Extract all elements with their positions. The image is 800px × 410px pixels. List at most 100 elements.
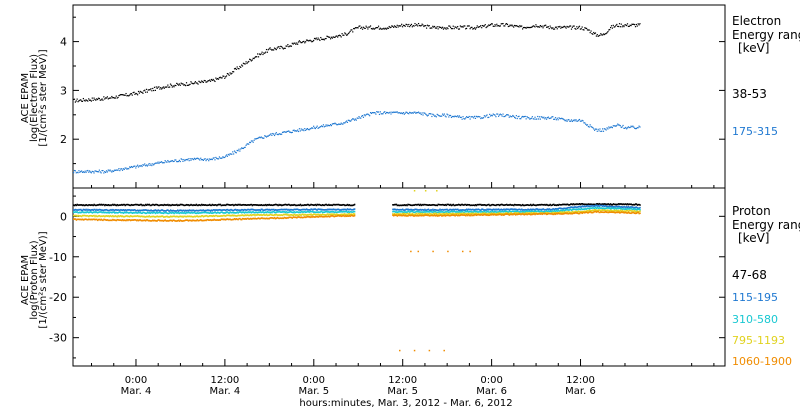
data-point-proton-310-580: [617, 207, 619, 210]
data-point-proton-795-1193: [398, 213, 400, 215]
data-point-electron-175-315: [325, 124, 327, 126]
data-point-proton-310-580: [330, 210, 333, 213]
data-point-electron-38-53: [604, 33, 606, 35]
data-point-electron-38-53: [134, 93, 136, 95]
data-point-proton-47-68: [134, 203, 136, 206]
data-point-proton-310-580: [439, 211, 441, 213]
data-point-proton-115-195: [552, 208, 554, 210]
data-point-electron-175-315: [331, 123, 333, 125]
data-point-electron-38-53: [294, 42, 296, 44]
data-point-electron-38-53: [191, 82, 193, 84]
data-point-electron-175-315: [562, 118, 565, 120]
data-point-proton-310-580: [333, 211, 335, 214]
data-point-electron-38-53: [343, 34, 345, 36]
data-point-proton-1060-1900: [434, 215, 437, 217]
data-point-proton-1060-1900: [200, 218, 202, 221]
data-point-proton-47-68: [513, 203, 516, 206]
data-point-proton-47-68: [271, 204, 273, 207]
data-point-electron-38-53: [473, 27, 475, 30]
data-point-electron-38-53: [299, 41, 301, 43]
data-point-proton-47-68: [621, 203, 623, 206]
data-point-proton-1060-1900: [313, 216, 315, 218]
data-point-proton-1060-1900: [444, 215, 447, 217]
data-point-electron-38-53: [497, 25, 499, 27]
data-point-proton-47-68: [296, 204, 298, 207]
data-point-electron-38-53: [363, 27, 365, 29]
data-point-proton-310-580: [577, 208, 579, 211]
data-point-electron-175-315: [91, 170, 93, 173]
data-point-proton-47-68: [581, 202, 583, 205]
data-point-electron-175-315: [544, 118, 546, 120]
data-point-electron-38-53: [554, 26, 557, 28]
data-point-proton-310-580: [543, 210, 545, 213]
data-point-proton-47-68: [598, 202, 600, 205]
data-point-proton-47-68: [285, 203, 287, 206]
data-point-electron-175-315: [280, 133, 282, 136]
data-point-proton-795-1193: [248, 214, 250, 217]
data-point-proton-1060-1900: [301, 216, 303, 219]
data-point-proton-115-195: [196, 209, 198, 212]
data-point-electron-175-315: [228, 154, 230, 156]
data-point-proton-1060-1900: [236, 218, 238, 221]
data-point-electron-175-315: [112, 170, 114, 172]
data-point-proton-310-580: [401, 211, 404, 213]
data-point-proton-115-195: [157, 209, 159, 211]
data-point-proton-1060-1900: [331, 215, 334, 217]
data-point-proton-795-1193: [174, 215, 176, 218]
data-point-proton-310-580: [466, 210, 469, 213]
data-point-electron-175-315: [289, 131, 291, 133]
data-point-electron-38-53: [200, 81, 202, 84]
data-point-proton-115-195: [533, 208, 535, 211]
data-point-electron-38-53: [417, 22, 420, 25]
data-point-proton-310-580: [313, 211, 316, 213]
data-point-proton-115-195: [242, 209, 245, 212]
data-point-proton-310-580: [392, 210, 394, 213]
data-point-proton-115-195: [137, 209, 139, 212]
data-point-electron-38-53: [159, 88, 161, 90]
data-point-proton-795-1193: [201, 215, 203, 217]
data-point-proton-310-580: [184, 211, 186, 214]
legend-entry-47-68: 47-68: [732, 268, 767, 282]
data-point-proton-115-195: [260, 208, 262, 211]
data-point-electron-38-53: [606, 32, 608, 34]
data-point-electron-175-315: [377, 111, 379, 113]
data-point-proton-310-580: [510, 210, 512, 213]
data-point-proton-795-1193: [503, 212, 505, 215]
data-point-electron-38-53: [202, 81, 205, 83]
data-point-proton-1060-1900: [392, 214, 394, 217]
data-point-electron-38-53: [500, 23, 502, 25]
data-point-electron-38-53: [206, 81, 208, 83]
data-point-proton-310-580: [180, 212, 182, 214]
data-point-proton-47-68: [177, 204, 179, 207]
data-point-electron-38-53: [199, 81, 201, 83]
data-point-proton-1060-1900: [161, 219, 163, 222]
data-point-proton-795-1193: [595, 209, 598, 212]
data-point-electron-38-53: [210, 78, 213, 81]
data-point-proton-1060-1900: [636, 211, 639, 214]
data-point-proton-795-1193: [433, 212, 436, 215]
data-point-proton-795-1193: [280, 214, 282, 216]
data-point-electron-38-53: [521, 28, 524, 30]
data-point-proton-795-1193: [492, 212, 495, 215]
data-point-electron-38-53: [207, 80, 209, 82]
data-point-proton-310-580: [594, 207, 596, 210]
data-point-proton-310-580: [224, 212, 226, 214]
data-point-electron-175-315: [234, 151, 237, 153]
electron-legend-subtitle: Energy ranges: [732, 28, 800, 42]
data-point-proton-115-195: [339, 209, 342, 211]
data-point-electron-175-315: [618, 124, 621, 126]
data-point-proton-115-195: [146, 209, 149, 212]
data-point-proton-47-68: [234, 203, 237, 206]
data-point-electron-38-53: [239, 65, 241, 68]
data-point-proton-47-68: [553, 204, 556, 207]
data-point-electron-175-315: [513, 115, 515, 117]
data-point-electron-38-53: [256, 56, 258, 58]
data-point-proton-795-1193: [594, 209, 596, 211]
data-point-proton-1060-1900: [573, 212, 575, 215]
data-point-proton-1060-1900: [406, 214, 408, 217]
data-point-proton-795-1193: [516, 212, 519, 214]
data-point-electron-38-53: [638, 24, 640, 26]
data-point-electron-38-53: [377, 27, 379, 29]
data-point-proton-1060-1900: [295, 216, 297, 218]
data-point-electron-175-315: [135, 167, 137, 169]
